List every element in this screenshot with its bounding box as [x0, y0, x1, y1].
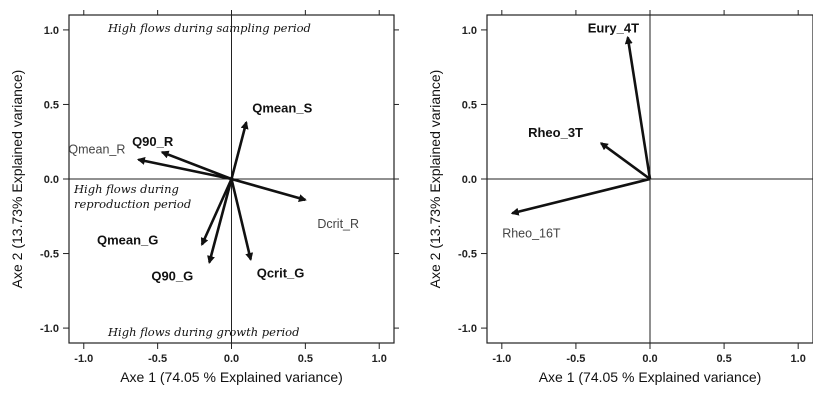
annotation-text: High flows during sampling period — [107, 21, 311, 35]
vector-label: Q90_G — [151, 268, 193, 283]
vector-arrow-rheo-16t — [510, 177, 651, 216]
vector-arrow-qmean-g — [200, 178, 233, 246]
vector-label: Qmean_R — [68, 143, 125, 157]
y-tick-label: -1.0 — [40, 323, 59, 335]
x-tick-label: 0.0 — [642, 353, 657, 365]
x-tick-label: -1.0 — [492, 353, 511, 365]
vector-label: Dcrit_R — [317, 217, 359, 231]
y-tick-label: 0.5 — [462, 99, 477, 111]
y-tick-label: 1.0 — [44, 25, 59, 37]
y-tick-label: 0.5 — [44, 99, 59, 111]
vector-arrow-qmean-s — [230, 120, 249, 180]
x-tick-label: 0.5 — [298, 353, 313, 365]
y-tick-label: 0.0 — [462, 174, 477, 186]
x-axis-label: Axe 1 (74.05 % Explained variance) — [539, 369, 762, 385]
y-tick-label: -1.0 — [458, 323, 477, 335]
x-axis-label: Axe 1 (74.05 % Explained variance) — [120, 369, 343, 385]
vector-arrow-rheo-3t — [599, 142, 651, 181]
left-biplot-panel: -1.0 -0.5 0.0 0.5 1.0 1.0 0.5 0.0 -0.5 -1.0 Axe 1 … — [9, 10, 399, 385]
vector-arrow-eury-4t — [624, 35, 652, 180]
vector-arrow-qmean-r — [136, 157, 232, 181]
y-axis-label: Axe 2 (13.73% Explained variance) — [9, 70, 25, 289]
x-tick-label: 0.5 — [716, 353, 731, 365]
y-tick-label: -0.5 — [458, 249, 477, 261]
y-tick-label: -0.5 — [40, 249, 59, 261]
vector-label: Qmean_G — [97, 233, 158, 248]
annotation-text: High flows during growth period — [107, 325, 299, 339]
vector-label: Rheo_16T — [502, 226, 561, 240]
y-tick-label: 0.0 — [44, 174, 59, 186]
x-tick-label: -0.5 — [566, 353, 585, 365]
x-tick-label: 1.0 — [372, 353, 387, 365]
y-tick-label: 1.0 — [462, 25, 477, 37]
annotation-text: High flows during — [73, 182, 179, 196]
vector-label: Rheo_3T — [528, 125, 583, 140]
x-tick-label: 0.0 — [224, 353, 239, 365]
x-tick-label: -1.0 — [74, 353, 93, 365]
vector-label: Qcrit_G — [257, 266, 305, 281]
vector-arrow-q90-r — [160, 150, 232, 181]
vector-label: Eury_4T — [588, 20, 639, 35]
y-axis-label: Axe 2 (13.73% Explained variance) — [427, 70, 443, 289]
vector-arrow-q90-g — [207, 178, 233, 264]
x-tick-label: 1.0 — [791, 353, 806, 365]
vector-label: Qmean_S — [252, 100, 312, 115]
vector-label: Q90_R — [132, 134, 174, 149]
x-tick-label: -0.5 — [148, 353, 167, 365]
vector-arrow-dcrit-r — [231, 177, 307, 202]
right-biplot-panel: -1.0 -0.5 0.0 0.5 1.0 1.0 0.5 0.0 -0.5 -1.0 Axe 1 … — [427, 10, 813, 385]
annotation-text: reproduction period — [74, 197, 191, 211]
vector-arrow-qcrit-g — [230, 178, 254, 261]
